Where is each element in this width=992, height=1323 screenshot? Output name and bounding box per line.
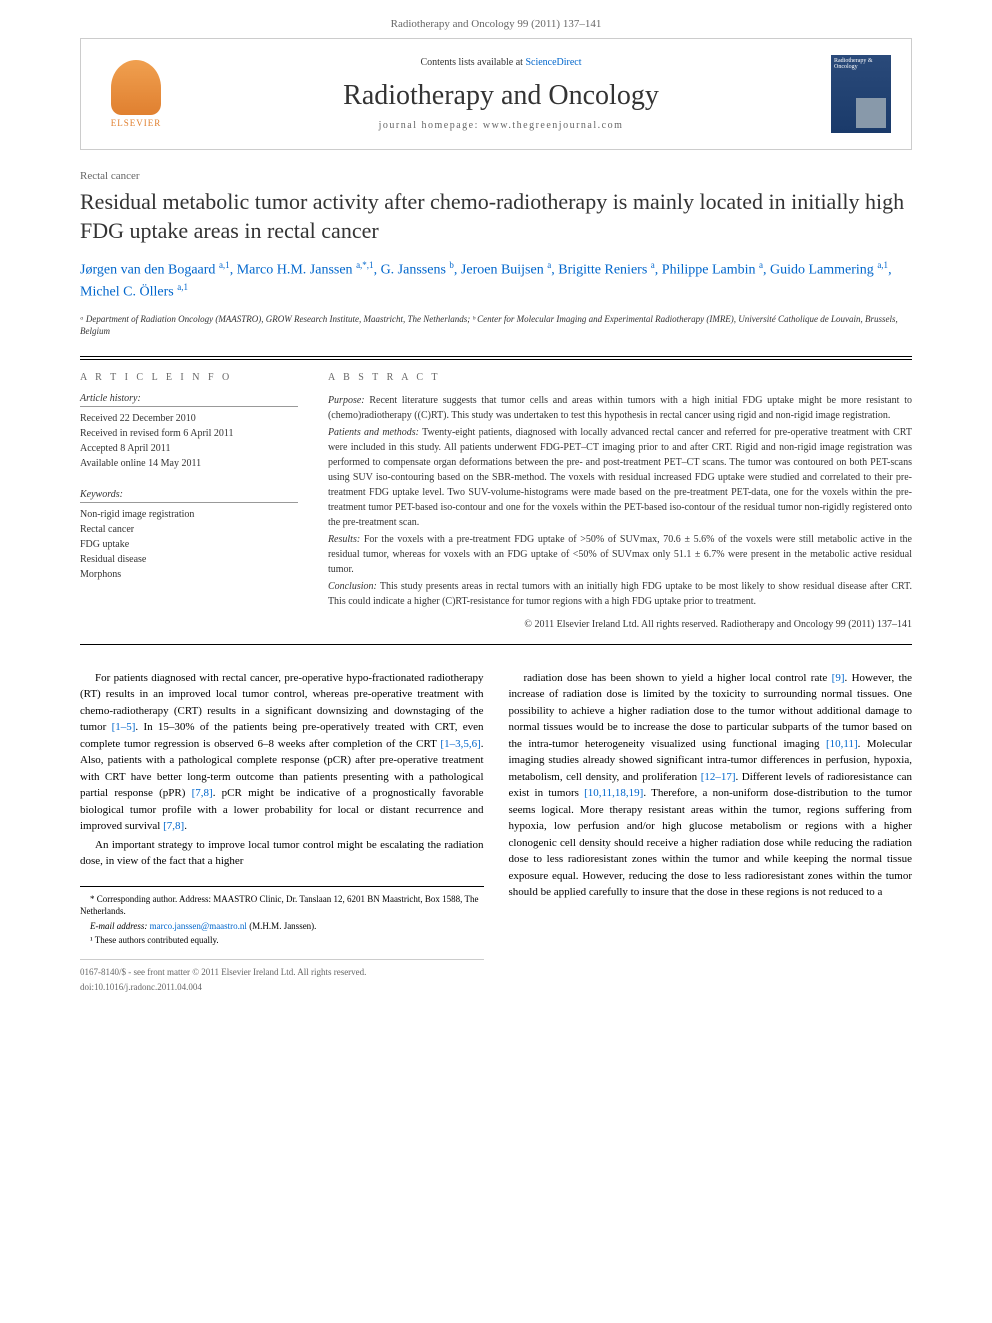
elsevier-label: ELSEVIER (111, 118, 162, 128)
body-column-left: For patients diagnosed with rectal cance… (80, 670, 484, 996)
email-line: E-mail address: marco.janssen@maastro.nl… (80, 920, 484, 933)
citation-header: Radiotherapy and Oncology 99 (2011) 137–… (0, 0, 992, 38)
email-link[interactable]: marco.janssen@maastro.nl (150, 921, 247, 931)
info-abstract-box: A R T I C L E I N F O Article history: R… (80, 356, 912, 645)
body-p1: For patients diagnosed with rectal cance… (80, 670, 484, 835)
results-text: For the voxels with a pre-treatment FDG … (328, 534, 912, 575)
equal-contribution-note: ¹ These authors contributed equally. (80, 934, 484, 947)
section-label: Rectal cancer (80, 170, 912, 182)
email-label: E-mail address: (90, 921, 150, 931)
article-info-column: A R T I C L E I N F O Article history: R… (80, 359, 313, 644)
affiliations: ᵃ Department of Radiation Oncology (MAAS… (80, 313, 912, 338)
history-label: Article history: (80, 393, 298, 407)
doi-line: doi:10.1016/j.radonc.2011.04.004 (80, 981, 484, 994)
cover-title: Radiotherapy & Oncology (831, 55, 891, 73)
article-info-heading: A R T I C L E I N F O (80, 372, 298, 383)
abstract-column: A B S T R A C T Purpose: Recent literatu… (313, 359, 912, 644)
abstract-heading: A B S T R A C T (328, 372, 912, 383)
purpose-text: Recent literature suggests that tumor ce… (328, 395, 912, 421)
homepage-prefix: journal homepage: (379, 120, 483, 131)
keywords-text: Non-rigid image registrationRectal cance… (80, 507, 298, 582)
sciencedirect-link[interactable]: ScienceDirect (525, 57, 581, 68)
methods-label: Patients and methods: (328, 427, 419, 438)
journal-name: Radiotherapy and Oncology (171, 80, 831, 112)
contents-prefix: Contents lists available at (420, 57, 525, 68)
article-title: Residual metabolic tumor activity after … (80, 188, 912, 245)
journal-cover-thumbnail: Radiotherapy & Oncology (831, 55, 891, 133)
abstract-copyright: © 2011 Elsevier Ireland Ltd. All rights … (328, 617, 912, 632)
conclusion-label: Conclusion: (328, 581, 377, 592)
footer-line: 0167-8140/$ - see front matter © 2011 El… (80, 959, 484, 993)
issn-line: 0167-8140/$ - see front matter © 2011 El… (80, 966, 484, 979)
results-label: Results: (328, 534, 360, 545)
header-center: Contents lists available at ScienceDirec… (171, 57, 831, 131)
elsevier-logo: ELSEVIER (101, 54, 171, 134)
journal-header-box: ELSEVIER Contents lists available at Sci… (80, 38, 912, 150)
email-suffix: (M.H.M. Janssen). (247, 921, 317, 931)
body-p2: An important strategy to improve local t… (80, 837, 484, 870)
methods-text: Twenty-eight patients, diagnosed with lo… (328, 427, 912, 528)
history-text: Received 22 December 2010Received in rev… (80, 411, 298, 471)
footnotes: * Corresponding author. Address: MAASTRO… (80, 886, 484, 947)
body-p3: radiation dose has been shown to yield a… (509, 670, 913, 901)
homepage-url: www.thegreenjournal.com (483, 120, 623, 131)
abstract-text: Purpose: Recent literature suggests that… (328, 393, 912, 632)
body-column-right: radiation dose has been shown to yield a… (509, 670, 913, 996)
cover-image (856, 98, 886, 128)
body-columns: For patients diagnosed with rectal cance… (80, 670, 912, 996)
purpose-label: Purpose: (328, 395, 365, 406)
elsevier-tree-icon (111, 60, 161, 115)
authors-list: Jørgen van den Bogaard a,1, Marco H.M. J… (80, 259, 912, 302)
conclusion-text: This study presents areas in rectal tumo… (328, 581, 912, 607)
citation-text: Radiotherapy and Oncology 99 (2011) 137–… (391, 18, 602, 30)
contents-line: Contents lists available at ScienceDirec… (171, 57, 831, 68)
keywords-label: Keywords: (80, 489, 298, 503)
homepage-line: journal homepage: www.thegreenjournal.co… (171, 120, 831, 131)
corresponding-author: * Corresponding author. Address: MAASTRO… (80, 893, 484, 918)
